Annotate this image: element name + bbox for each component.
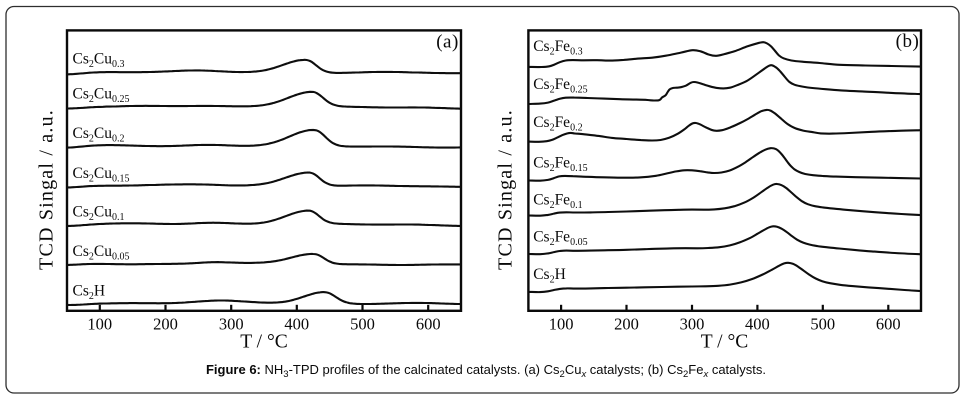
svg-text:Cs2Cu0.2: Cs2Cu0.2 bbox=[73, 125, 125, 145]
svg-text:100: 100 bbox=[87, 314, 112, 333]
svg-text:TCD Singal / a.u.: TCD Singal / a.u. bbox=[36, 109, 58, 270]
svg-text:Cs2H: Cs2H bbox=[533, 266, 566, 286]
svg-text:500: 500 bbox=[810, 314, 835, 333]
svg-text:Figure 6: NH3-TPD profiles of: Figure 6: NH3-TPD profiles of the calcin… bbox=[206, 362, 766, 380]
svg-text:Cs2Cu0.3: Cs2Cu0.3 bbox=[73, 51, 125, 71]
svg-text:T / °C: T / °C bbox=[701, 332, 749, 353]
svg-text:Cs2Cu0.1: Cs2Cu0.1 bbox=[73, 203, 125, 223]
svg-text:TCD Singal / a.u.: TCD Singal / a.u. bbox=[495, 109, 517, 270]
svg-text:(a): (a) bbox=[436, 31, 459, 52]
svg-text:T / °C: T / °C bbox=[240, 332, 288, 353]
svg-text:(b): (b) bbox=[896, 31, 920, 52]
svg-text:200: 200 bbox=[614, 314, 639, 333]
svg-text:100: 100 bbox=[549, 314, 574, 333]
svg-text:400: 400 bbox=[284, 314, 309, 333]
svg-text:600: 600 bbox=[416, 314, 441, 333]
svg-text:Cs2H: Cs2H bbox=[73, 282, 106, 302]
svg-text:500: 500 bbox=[350, 314, 375, 333]
svg-text:400: 400 bbox=[745, 314, 770, 333]
svg-text:300: 300 bbox=[680, 314, 705, 333]
svg-text:300: 300 bbox=[219, 314, 244, 333]
svg-text:600: 600 bbox=[876, 314, 901, 333]
svg-text:200: 200 bbox=[153, 314, 178, 333]
